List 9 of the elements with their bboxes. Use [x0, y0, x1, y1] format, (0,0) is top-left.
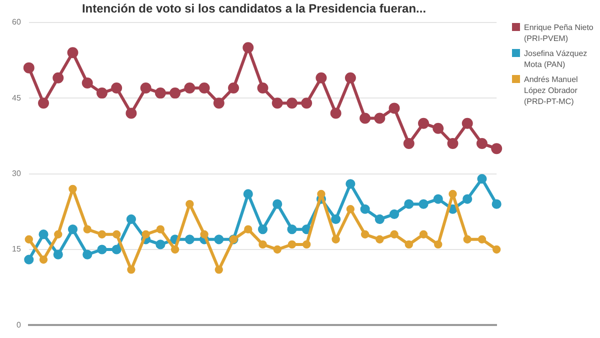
legend-label: Josefina Vázquez Mota (PAN) — [524, 48, 588, 70]
y-tick-label: 60 — [12, 18, 22, 27]
y-tick-label: 30 — [12, 169, 22, 178]
y-tick-label: 0 — [16, 320, 22, 330]
y-tick-label: 45 — [12, 93, 22, 102]
legend-label: Andrés Manuel López Obrador (PRD-PT-MC) — [524, 74, 579, 107]
y-tick-label: 15 — [12, 244, 22, 254]
chart-title: Intención de voto si los candidatos a la Presidencia fueran... — [82, 2, 426, 16]
legend-label: Enrique Peña Nieto (PRI-PVEM) — [524, 22, 594, 44]
